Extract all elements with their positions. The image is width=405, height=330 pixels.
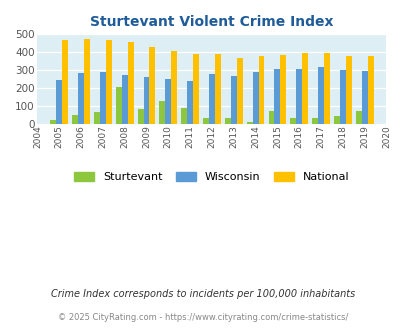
Legend: Sturtevant, Wisconsin, National: Sturtevant, Wisconsin, National [70,167,353,186]
Title: Sturtevant Violent Crime Index: Sturtevant Violent Crime Index [90,15,333,29]
Bar [246,122,252,124]
Bar [187,81,193,124]
Bar [159,101,165,124]
Bar [236,58,242,124]
Bar [209,74,214,124]
Bar [181,108,187,124]
Bar [252,72,258,124]
Bar [280,55,286,124]
Bar [230,76,236,124]
Bar [339,70,345,124]
Bar [106,40,111,124]
Bar [317,67,323,124]
Bar [50,120,56,124]
Bar [171,51,177,124]
Bar [149,47,155,124]
Bar [137,109,143,124]
Bar [72,115,78,124]
Bar [84,39,90,124]
Bar [214,54,220,124]
Bar [355,111,361,124]
Bar [78,73,84,124]
Bar [100,72,106,124]
Bar [127,42,133,124]
Bar [62,40,68,124]
Bar [122,75,127,124]
Bar [367,56,373,124]
Bar [165,79,171,124]
Bar [274,69,280,124]
Bar [323,53,329,124]
Bar [56,80,62,124]
Bar [301,52,307,124]
Bar [193,54,198,124]
Bar [361,71,367,124]
Bar [115,87,122,124]
Bar [224,118,230,124]
Bar [345,56,351,124]
Bar [296,69,301,124]
Bar [290,118,296,124]
Bar [143,77,149,124]
Bar [268,111,274,124]
Bar [94,112,100,124]
Text: Crime Index corresponds to incidents per 100,000 inhabitants: Crime Index corresponds to incidents per… [51,289,354,299]
Bar [258,56,264,124]
Bar [333,116,339,124]
Text: © 2025 CityRating.com - https://www.cityrating.com/crime-statistics/: © 2025 CityRating.com - https://www.city… [58,313,347,322]
Bar [311,118,317,124]
Bar [202,118,209,124]
